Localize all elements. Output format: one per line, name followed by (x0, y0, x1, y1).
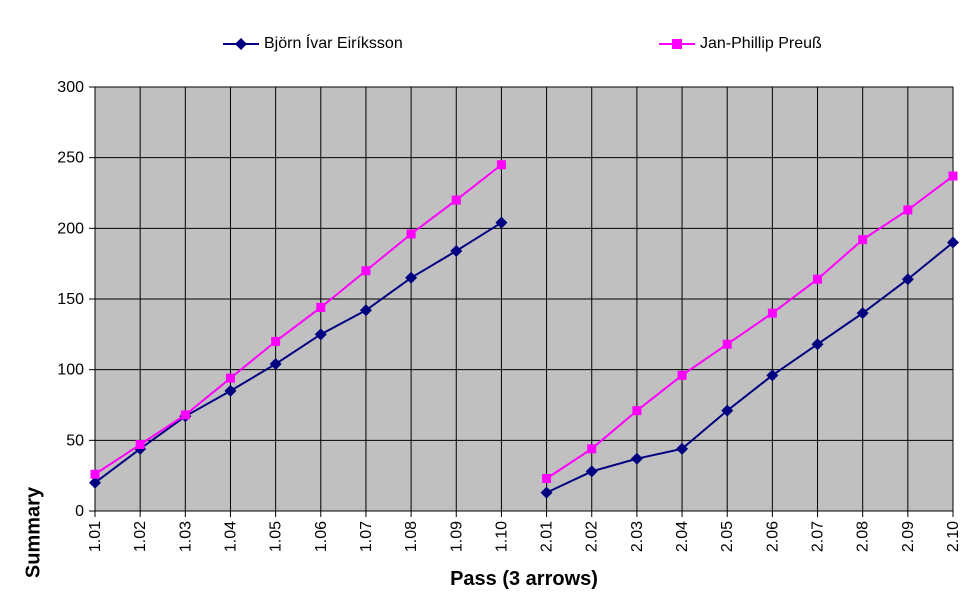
series-1-marker (135, 440, 145, 450)
series-1-marker (903, 205, 913, 215)
y-tick-label: 150 (57, 291, 84, 308)
series-1-marker (180, 410, 190, 420)
legend-label-series-0: Björn Ívar Eiríksson (264, 35, 403, 52)
y-tick-label: 300 (57, 79, 84, 96)
series-1-marker (225, 373, 235, 383)
series-1-marker (722, 339, 732, 349)
series-0-marker (766, 369, 779, 382)
x-tick-label: 2.04 (674, 521, 691, 552)
series-1-marker (361, 266, 371, 276)
legend-marker-square-icon (659, 39, 695, 49)
series-0-marker (901, 273, 914, 286)
series-1-marker (90, 469, 100, 479)
y-tick-label: 200 (57, 220, 84, 237)
series-0-marker (947, 236, 959, 249)
x-tick-label: 1.03 (177, 521, 194, 552)
series-0-marker (540, 486, 553, 499)
series-0-marker (676, 442, 689, 455)
x-tick-label: 2.09 (900, 521, 917, 552)
series-1-marker (451, 195, 461, 205)
series-1-marker (767, 308, 777, 318)
x-tick-label: 2.02 (584, 521, 601, 552)
series-1-marker (632, 406, 642, 416)
legend-label-series-1: Jan-Phillip Preuß (700, 35, 822, 52)
series-0-marker (811, 338, 824, 351)
series-0-marker (630, 452, 643, 465)
legend-item-series-0: Björn Ívar Eiríksson (222, 34, 403, 54)
series-0-marker (89, 476, 101, 489)
x-tick-label: 2.01 (539, 521, 556, 552)
series-0-marker (359, 304, 372, 317)
x-tick-label: 1.09 (448, 521, 465, 552)
series-0-marker (856, 307, 869, 320)
legend-item-series-1: Jan-Phillip Preuß (658, 34, 822, 54)
x-tick-label: 2.05 (719, 521, 736, 552)
series-0-marker (450, 244, 463, 257)
y-tick-label: 100 (57, 362, 84, 379)
series-0-marker (721, 404, 734, 417)
x-tick-label: 2.06 (764, 521, 781, 552)
series-1-marker (948, 171, 958, 181)
x-tick-label: 2.07 (810, 521, 827, 552)
x-tick-label: 1.06 (313, 521, 330, 552)
y-tick-label: 0 (75, 503, 84, 520)
x-tick-label: 2.10 (945, 521, 962, 552)
x-tick-label: 1.08 (403, 521, 420, 552)
y-axis-title-box: Summary (6, 230, 45, 578)
x-axis-title: Pass (3 arrows) (450, 568, 598, 590)
series-1-marker (271, 336, 281, 346)
series-0-line (546, 241, 954, 494)
series-0-line (94, 221, 502, 484)
x-tick-label: 1.07 (358, 521, 375, 552)
series-0-marker (495, 216, 508, 229)
x-tick-label: 1.10 (493, 521, 510, 552)
legend-marker-diamond-icon (223, 38, 259, 50)
x-tick-label: 2.08 (855, 521, 872, 552)
series-1-line (94, 163, 503, 476)
series-1-marker (496, 160, 506, 170)
x-tick-label: 2.03 (629, 521, 646, 552)
x-tick-label: 1.05 (268, 521, 285, 552)
chart-legend: Björn Ívar Eiríksson Jan-Phillip Preuß (0, 0, 970, 60)
x-tick-label: 1.01 (87, 521, 104, 552)
series-0-marker (224, 384, 237, 397)
series-1-marker (858, 235, 868, 245)
series-1-marker (542, 473, 552, 483)
y-tick-label: 50 (66, 432, 84, 449)
series-0-marker (585, 465, 598, 478)
y-tick-label: 250 (57, 150, 84, 167)
y-axis-title: Summary (22, 486, 45, 579)
x-tick-label: 1.04 (222, 521, 239, 552)
series-1-marker (316, 302, 326, 312)
series-1-marker (677, 370, 687, 380)
series-0-marker (405, 271, 418, 284)
series-0-marker (269, 358, 282, 371)
series-1-line (546, 175, 954, 480)
x-tick-label: 1.02 (132, 521, 149, 552)
series-1-marker (587, 444, 597, 454)
series-1-marker (406, 229, 416, 239)
series-1-marker (813, 274, 823, 284)
series-0-marker (314, 328, 327, 341)
